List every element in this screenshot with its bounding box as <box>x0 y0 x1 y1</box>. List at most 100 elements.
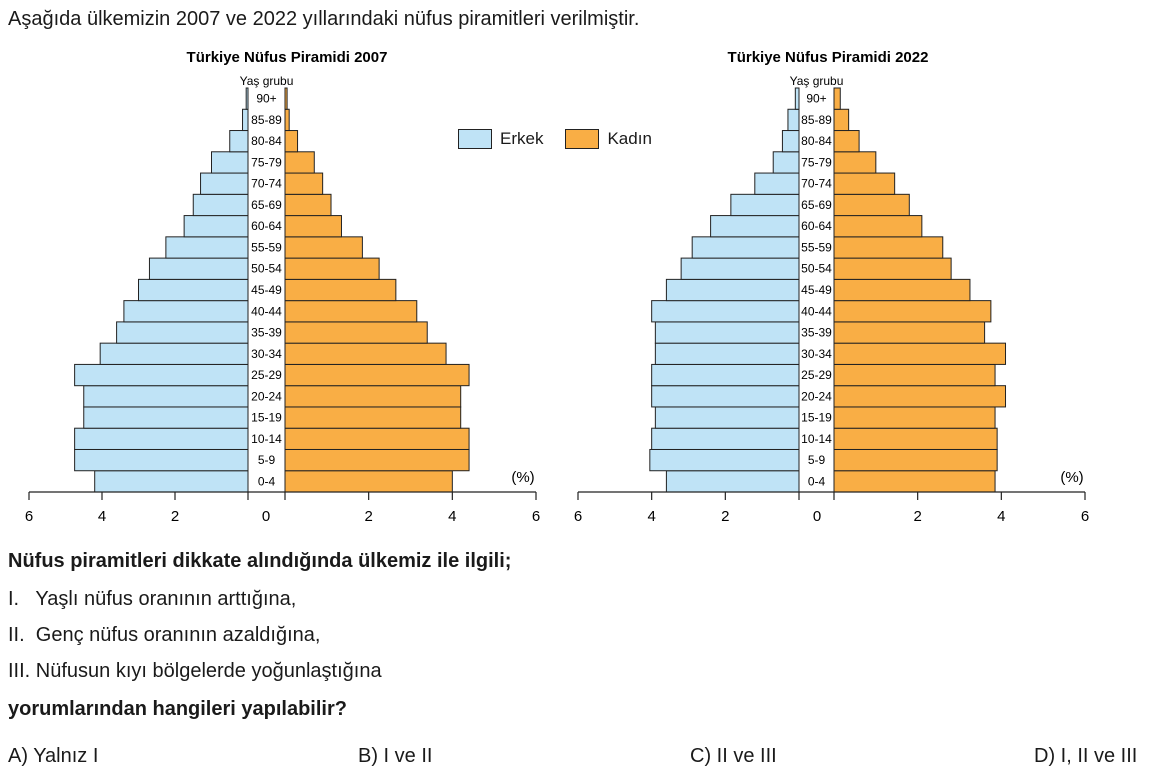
c2-bar-male-80-84 <box>781 130 800 153</box>
c2-bar-male-25-29 <box>651 363 800 387</box>
c1-age-label-60-64: 60-64 <box>251 219 282 233</box>
c2-unit-label: (%) <box>1060 469 1083 486</box>
option-d[interactable]: D) I, II ve III <box>1034 745 1138 767</box>
c2-bar-female-75-79 <box>833 151 877 174</box>
c2-age-label-60-64: 60-64 <box>801 219 832 233</box>
c1-bar-male-90+ <box>245 87 249 110</box>
c2-age-label-25-29: 25-29 <box>801 368 832 382</box>
c2-bar-male-85-89 <box>787 108 800 132</box>
pyramid-2022-chart: Türkiye Nüfus Piramidi 2022 Yaş grubu 0-4 5… <box>574 49 1089 525</box>
c2-bar-female-90+ <box>833 87 841 110</box>
c2-age-label-65-69: 65-69 <box>801 198 832 212</box>
c2-age-label-45-49: 45-49 <box>801 283 832 297</box>
c1-bar-male-85-89 <box>242 108 249 132</box>
c2-age-label-20-24: 20-24 <box>801 389 832 403</box>
c2-bar-male-40-44 <box>651 300 800 323</box>
c2-bar-female-40-44 <box>833 300 992 323</box>
c1-age-label-30-34: 30-34 <box>251 347 282 361</box>
c2-bar-male-35-39 <box>654 321 800 344</box>
c2-bar-male-30-34 <box>654 342 800 365</box>
statement-2: II. Genç nüfus oranının azaldığına, <box>8 624 321 646</box>
c1-bar-female-75-79 <box>284 151 315 174</box>
c1-age-label-35-39: 35-39 <box>251 326 282 340</box>
c2-bar-female-70-74 <box>833 172 896 195</box>
c2-x-tick-label: 0 <box>813 508 821 525</box>
c1-y-axis-label: Yaş grubu <box>240 74 294 88</box>
c2-bar-female-5-9 <box>833 448 998 472</box>
c2-bar-female-20-24 <box>833 385 1007 408</box>
c2-x-tick-label: 4 <box>997 508 1005 525</box>
c2-bar-female-45-49 <box>833 278 971 302</box>
c2-x-tick-label: 4 <box>647 508 655 525</box>
c2-x-tick-label: 6 <box>574 508 582 525</box>
option-c[interactable]: C) II ve III <box>690 745 777 767</box>
c1-age-label-0-4: 0-4 <box>258 474 276 488</box>
c2-age-label-30-34: 30-34 <box>801 347 832 361</box>
c2-age-label-75-79: 75-79 <box>801 155 832 169</box>
c2-x-tick-label: 2 <box>913 508 921 525</box>
c2-age-label-40-44: 40-44 <box>801 304 832 318</box>
c2-y-axis-label: Yaş grubu <box>790 74 844 88</box>
c1-x-tick-label: 4 <box>448 508 456 525</box>
c1-age-label-65-69: 65-69 <box>251 198 282 212</box>
c2-bar-female-10-14 <box>833 427 998 450</box>
c1-age-label-75-79: 75-79 <box>251 155 282 169</box>
c2-bar-female-80-84 <box>833 130 860 153</box>
c1-age-label-90+: 90+ <box>256 92 276 106</box>
option-a[interactable]: A) Yalnız I <box>8 745 99 767</box>
c2-x-tick-label: 2 <box>721 508 729 525</box>
c2-bar-male-10-14 <box>651 427 800 450</box>
c1-x-tick-label: 2 <box>171 508 179 525</box>
c2-bar-female-0-4 <box>833 470 996 493</box>
c2-bar-female-85-89 <box>833 108 850 132</box>
c2-bar-female-50-54 <box>833 257 952 280</box>
c2-age-label-35-39: 35-39 <box>801 326 832 340</box>
c2-bar-male-0-4 <box>665 470 800 493</box>
c1-age-label-45-49: 45-49 <box>251 283 282 297</box>
legend-male-label: Erkek <box>500 129 544 148</box>
c2-age-label-0-4: 0-4 <box>808 474 826 488</box>
c2-age-label-85-89: 85-89 <box>801 113 832 127</box>
c1-age-label-15-19: 15-19 <box>251 411 282 425</box>
c2-bar-male-45-49 <box>665 278 800 302</box>
c2-age-label-15-19: 15-19 <box>801 411 832 425</box>
legend-male: Erkek <box>458 129 543 149</box>
pyramid-2022-svg: Türkiye Nüfus Piramidi 2022 Yaş grubu 0-4 5… <box>574 49 1089 525</box>
c2-bar-male-15-19 <box>654 406 800 429</box>
legend-female: Kadın <box>565 129 652 149</box>
c2-bar-female-65-69 <box>833 193 910 217</box>
c2-bar-male-20-24 <box>651 385 800 408</box>
c2-bar-male-55-59 <box>691 236 800 259</box>
c1-bar-female-90+ <box>284 87 288 110</box>
c1-age-label-25-29: 25-29 <box>251 368 282 382</box>
c2-bar-female-35-39 <box>833 321 986 344</box>
statement-3: III. Nüfusun kıyı bölgelerde yoğunlaştığ… <box>8 660 382 682</box>
c1-bar-male-80-84 <box>229 130 249 153</box>
c2-age-label-5-9: 5-9 <box>808 453 826 467</box>
c2-bar-male-60-64 <box>710 215 800 238</box>
c1-age-label-40-44: 40-44 <box>251 304 282 318</box>
c1-x-tick-label: 0 <box>262 508 270 525</box>
option-b[interactable]: B) I ve II <box>358 745 433 767</box>
c2-bar-male-75-79 <box>772 151 800 174</box>
c1-age-label-20-24: 20-24 <box>251 389 282 403</box>
c1-x-tick-label: 2 <box>364 508 372 525</box>
c2-age-label-90+: 90+ <box>806 92 826 106</box>
c1-age-label-10-14: 10-14 <box>251 432 282 446</box>
legend-female-swatch <box>565 129 600 149</box>
c2-age-label-50-54: 50-54 <box>801 262 832 276</box>
c2-bar-female-25-29 <box>833 363 996 387</box>
pyramid-2007-svg: Türkiye Nüfus Piramidi 2007 Yaş grubu 0-4 5… <box>25 49 540 525</box>
intro-text: Aşağıda ülkemizin 2007 ve 2022 yıllarınd… <box>8 8 640 30</box>
c1-x-tick-label: 4 <box>98 508 106 525</box>
c2-bar-male-50-54 <box>680 257 800 280</box>
statement-1: I. Yaşlı nüfus oranının arttığına, <box>8 588 297 610</box>
c2-bar-male-90+ <box>794 87 800 110</box>
c2-age-label-55-59: 55-59 <box>801 240 832 254</box>
c2-bar-female-30-34 <box>833 342 1007 365</box>
c2-age-label-80-84: 80-84 <box>801 134 832 148</box>
c1-age-label-5-9: 5-9 <box>258 453 276 467</box>
c2-bar-male-65-69 <box>730 193 800 217</box>
c1-x-tick-label: 6 <box>25 508 33 525</box>
c1-chart-title: Türkiye Nüfus Piramidi 2007 <box>187 49 388 66</box>
